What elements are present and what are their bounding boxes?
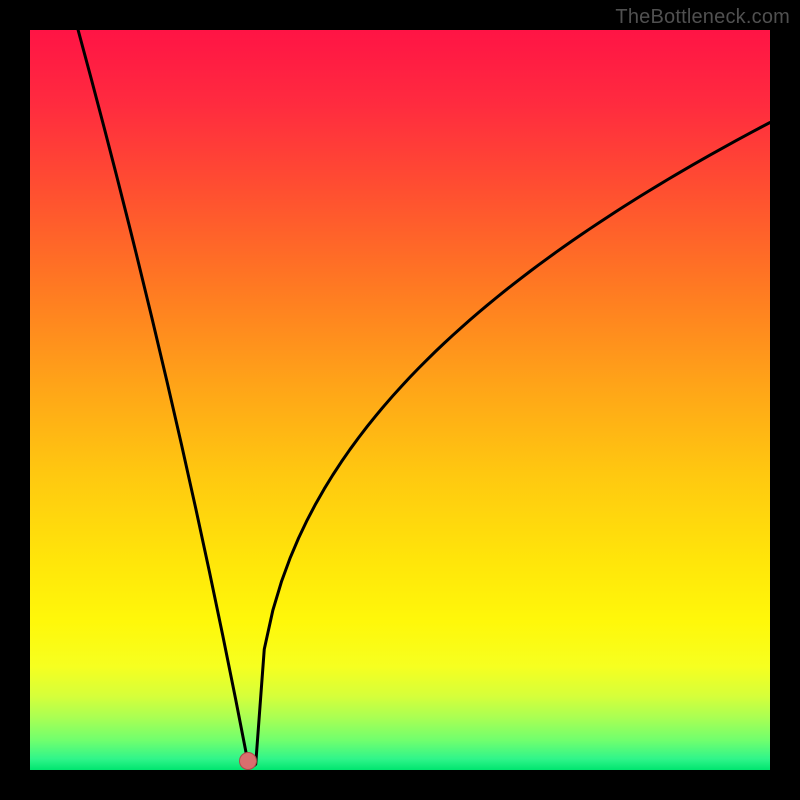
watermark-text: TheBottleneck.com: [615, 6, 790, 29]
min-marker: [239, 752, 257, 770]
gradient-background: [30, 30, 770, 770]
plot-area: [30, 30, 770, 770]
